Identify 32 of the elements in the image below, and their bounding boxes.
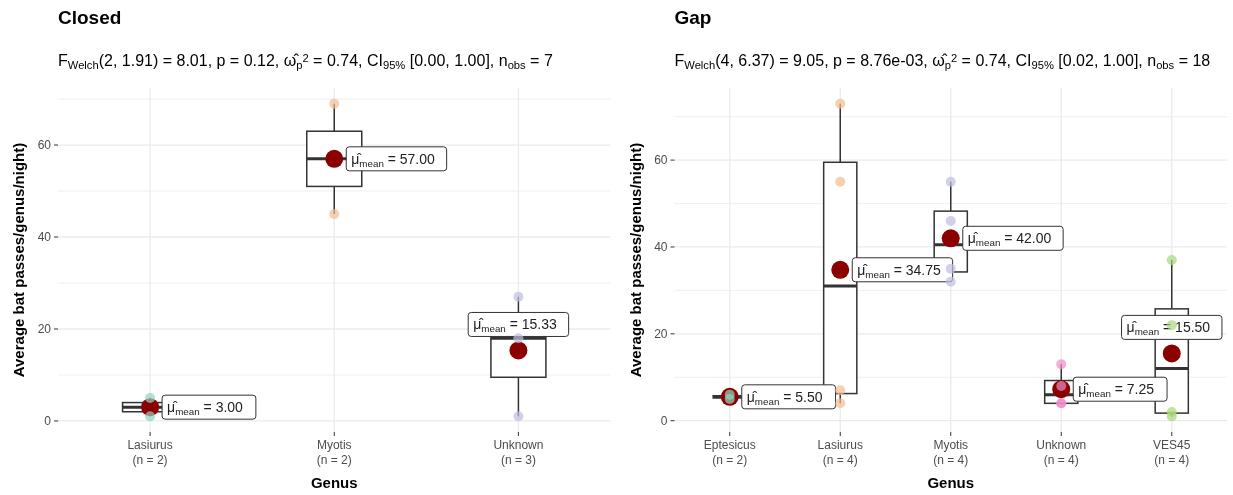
y-tick-label: 0	[660, 413, 668, 428]
x-tick-label: Unknown (n = 3)	[493, 438, 544, 467]
data-label: μ̂$_{mean}$ = 3.00	[167, 399, 244, 417]
y-tick-label: 20	[37, 321, 52, 336]
y-tick-label: 40	[654, 239, 668, 254]
x-axis-title: Genus	[310, 474, 358, 491]
x-axis-title: Genus	[927, 474, 975, 491]
data-label: μ̂$_{mean}$ = 15.50	[1126, 319, 1211, 337]
data-label: μ̂$_{mean}$ = 57.00	[351, 150, 436, 169]
x-tick-label: Myotis (n = 2)	[316, 438, 352, 467]
x-tick-label: VES45 (n = 4)	[1153, 438, 1191, 467]
y-axis-title: Average bat passes/genus/night)	[626, 142, 644, 378]
data-label: μ̂$_{mean}$ = 5.50	[746, 388, 823, 407]
text: F$_{Welch}$(2, 1.91) = 8.01, p = 0.12, ω̂$_{p}$$^{2}$ = 0.74, CI$_{95%}$ [0.00, 1.00], n$_{obs}$ = 7	[58, 51, 553, 71]
x-tick-label: Lasiurus (n = 4)	[817, 438, 863, 467]
x-tick-label: Myotis (n = 4)	[933, 438, 969, 467]
data-label: μ̂$_{mean}$ = 15.33	[473, 316, 558, 334]
data-label: μ̂$_{mean}$ = 42.00	[967, 230, 1052, 248]
y-tick-label: 60	[654, 153, 668, 168]
y-tick-label: 60	[37, 138, 52, 153]
x-tick-label: Unknown (n = 4)	[1036, 438, 1087, 467]
y-tick-label: 0	[44, 413, 52, 428]
x-tick-label: Eptesicus (n = 2)	[703, 438, 756, 467]
text: F$_{Welch}$(4, 6.37) = 9.05, p = 8.76e-03, ω̂$_{p}$$^{2}$ = 0.74, CI$_{95%}$ [0.02, 1.00], n$_{obs}$ = 18	[674, 51, 1211, 71]
data-label: μ̂$_{mean}$ = 7.25	[1078, 381, 1155, 399]
y-axis-title: Average bat passes/genus/night)	[10, 142, 27, 378]
chart-title: Closed	[58, 7, 122, 28]
y-tick-label: 20	[654, 326, 668, 341]
x-tick-label: Lasiurus (n = 2)	[127, 438, 173, 467]
y-tick-label: 40	[37, 230, 52, 245]
chart-title: Gap	[674, 7, 712, 28]
data-label: μ̂$_{mean}$ = 34.75	[857, 261, 942, 280]
